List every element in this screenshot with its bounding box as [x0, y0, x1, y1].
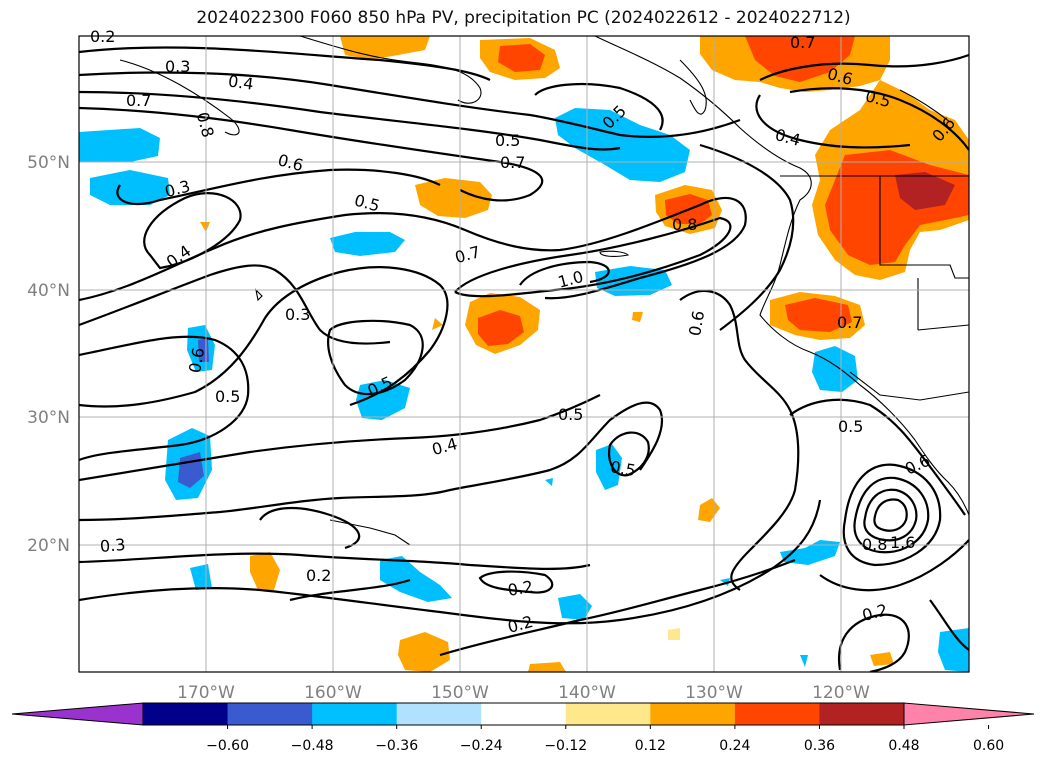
contour-label: 0.7	[500, 153, 525, 172]
contour-label: 1.6	[890, 533, 915, 552]
lon-label: 160°W	[304, 683, 362, 703]
colorbar-swatch	[396, 703, 482, 725]
map-gridlines	[79, 36, 969, 672]
contour-label: 0.3	[165, 57, 190, 76]
colorbar-swatch	[819, 703, 905, 725]
latitude-labels: 50°N 40°N 30°N 20°N	[27, 153, 70, 556]
colorbar-tick-label: −0.36	[375, 738, 418, 754]
contour-label: 0.4	[227, 71, 255, 93]
precip-negative-shading	[79, 108, 969, 672]
contour-label: 0.4	[773, 125, 803, 150]
contour-label: 0.8	[862, 535, 887, 554]
lon-label: 130°W	[685, 683, 743, 703]
lon-label: 150°W	[431, 683, 489, 703]
contour-label: 0.2	[860, 600, 890, 625]
lat-label: 40°N	[27, 281, 70, 301]
colorbar-tick-label: 0.24	[719, 738, 750, 754]
colorbar-swatch	[565, 703, 651, 725]
colorbar-swatch	[312, 703, 398, 725]
colorbar-tick-label: −0.60	[206, 738, 249, 754]
contour-label: 0.5	[609, 457, 637, 480]
colorbar-swatch	[143, 703, 229, 725]
colorbar-tick-label: −0.12	[544, 738, 587, 754]
lat-label: 50°N	[27, 153, 70, 173]
lat-label: 30°N	[27, 408, 70, 428]
lat-label: 20°N	[27, 536, 70, 556]
colorbar-tick-label: −0.48	[291, 738, 334, 754]
contour-label: 0.8	[193, 110, 218, 140]
map-title: 2024022300 F060 850 hPa PV, precipitatio…	[196, 8, 851, 28]
contour-label: 0.6	[685, 309, 708, 337]
colorbar-swatch	[650, 703, 736, 725]
lon-label: 140°W	[558, 683, 616, 703]
colorbar-swatch	[734, 703, 820, 725]
colorbar-tick-label: 0.60	[973, 738, 1004, 754]
longitude-labels: 170°W 160°W 150°W 140°W 130°W 120°W	[177, 683, 870, 703]
colorbar-swatch	[904, 703, 1034, 725]
contour-label: 0.2	[306, 566, 331, 585]
contour-label: 0.7	[837, 313, 862, 332]
colorbar-tick-label: 0.12	[635, 738, 666, 754]
contour-label: 0.7	[126, 91, 151, 110]
colorbar-tick-label: 0.36	[804, 738, 835, 754]
coastlines	[119, 36, 969, 546]
colorbar-frame	[142, 702, 905, 726]
contour-label: 0.5	[495, 131, 520, 150]
colorbar-swatch	[227, 703, 313, 725]
contour-label: 0.7	[790, 33, 815, 52]
colorbar: −0.60 −0.48 −0.36 −0.24 −0.12 0.12 0.24 0.36 0.4…	[11, 702, 1035, 754]
contour-label: 0.6	[276, 150, 306, 175]
contour-label: 0.7	[453, 242, 483, 267]
contour-label: 0.8	[672, 215, 697, 234]
colorbar-tick-label: 0.48	[888, 738, 919, 754]
contour-label: 0.5	[352, 191, 382, 216]
contour-label: 0.4	[430, 434, 460, 459]
contour-label: 0.5	[215, 387, 240, 406]
lon-label: 170°W	[177, 683, 235, 703]
contour-label: 0.3	[285, 305, 310, 324]
map-frame	[78, 35, 970, 673]
colorbar-swatch	[481, 703, 567, 725]
contour-label: 0.6	[185, 346, 208, 374]
lon-label: 120°W	[812, 683, 870, 703]
contour-label: 0.6	[902, 451, 933, 479]
pv-isolines	[79, 46, 969, 672]
contour-label: 0.2	[506, 612, 536, 637]
colorbar-swatch	[12, 703, 143, 725]
colorbar-tick-label: −0.24	[460, 738, 503, 754]
contour-label: 0.3	[99, 535, 126, 556]
contour-label: 0.5	[558, 405, 583, 424]
contour-label: 0.2	[506, 577, 534, 600]
contour-label: 1.0	[556, 267, 586, 292]
contour-label: 0.5	[838, 417, 863, 436]
